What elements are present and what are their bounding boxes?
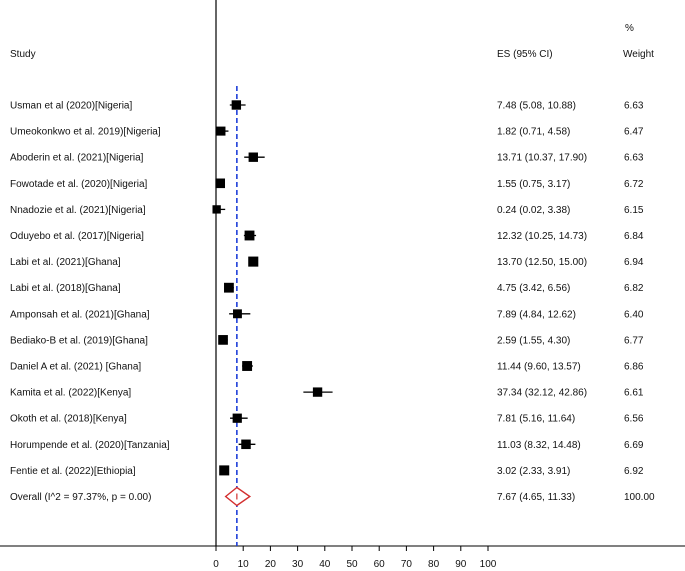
study-row: Nnadozie et al. (2021)[Nigeria] 0.24 (0.0… — [10, 205, 644, 216]
effect-size-marker — [248, 256, 259, 267]
effect-size-text: 3.02 (2.33, 3.91) — [497, 466, 570, 477]
effect-size-marker — [219, 465, 230, 476]
x-tick-label: 50 — [346, 559, 358, 570]
effect-size-marker — [212, 205, 221, 214]
weight-text: 6.69 — [624, 440, 644, 451]
x-tick-label: 40 — [319, 559, 331, 570]
study-row: Fentie et al. (2022)[Ethiopia] 3.02 (2.33… — [10, 465, 644, 477]
effect-size-text: 4.75 (3.42, 6.56) — [497, 283, 570, 294]
effect-size-marker — [233, 309, 242, 319]
study-row: Fowotade et al. (2020)[Nigeria] 1.55 (0.7… — [10, 178, 644, 190]
x-tick-label: 70 — [401, 559, 413, 570]
study-label: Labi et al. (2018)[Ghana] — [10, 283, 121, 294]
weight-text: 6.77 — [624, 335, 644, 346]
effect-size-text: 7.81 (5.16, 11.64) — [497, 414, 575, 425]
study-row: Daniel A et al. (2021) [Ghana] 11.44 (9.6… — [10, 361, 644, 373]
study-label: Umeokonkwo et al. 2019)[Nigeria] — [10, 127, 161, 138]
effect-size-text: 13.70 (12.50, 15.00) — [497, 257, 587, 268]
x-tick-label: 20 — [265, 559, 277, 570]
study-label: Usman et al (2020)[Nigeria] — [10, 101, 132, 112]
effect-size-marker — [218, 335, 228, 345]
effect-size-marker — [216, 126, 226, 136]
weight-text: 6.15 — [624, 205, 644, 216]
study-row: Umeokonkwo et al. 2019)[Nigeria] 1.82 (0.… — [10, 126, 644, 138]
header-weight-percent: % — [625, 23, 634, 34]
study-label: Daniel A et al. (2021) [Ghana] — [10, 362, 141, 373]
effect-size-text: 0.24 (0.02, 3.38) — [497, 205, 570, 216]
study-row: Bediako-B et al. (2019)[Ghana] 2.59 (1.55… — [10, 335, 644, 346]
x-tick-label: 0 — [213, 559, 219, 570]
overall-weight-text: 100.00 — [624, 492, 655, 503]
effect-size-text: 1.55 (0.75, 3.17) — [497, 179, 570, 190]
effect-size-text: 13.71 (10.37, 17.90) — [497, 153, 587, 164]
effect-size-marker — [231, 100, 242, 110]
effect-size-marker — [224, 282, 234, 293]
weight-text: 6.61 — [624, 388, 644, 399]
effect-size-marker — [241, 439, 251, 450]
effect-size-text: 37.34 (32.12, 42.86) — [497, 388, 587, 399]
effect-size-marker — [312, 387, 323, 397]
weight-text: 6.40 — [624, 309, 644, 320]
x-tick-label: 30 — [292, 559, 304, 570]
study-label: Kamita et al. (2022)[Kenya] — [10, 388, 131, 399]
study-label: Horumpende et al. (2020)[Tanzania] — [10, 440, 170, 451]
study-label: Nnadozie et al. (2021)[Nigeria] — [10, 205, 146, 216]
study-row: Horumpende et al. (2020)[Tanzania] 11.03 … — [10, 439, 644, 451]
study-label: Fentie et al. (2022)[Ethiopia] — [10, 466, 136, 477]
effect-size-marker — [244, 230, 255, 241]
header-weight: Weight — [623, 49, 654, 60]
weight-text: 6.94 — [624, 257, 644, 268]
effect-size-marker — [242, 361, 253, 371]
study-row: Labi et al. (2021)[Ghana] 13.70 (12.50, 1… — [10, 256, 644, 268]
weight-text: 6.84 — [624, 231, 644, 242]
study-row: Kamita et al. (2022)[Kenya] 37.34 (32.12,… — [10, 387, 644, 399]
effect-size-text: 7.89 (4.84, 12.62) — [497, 309, 576, 320]
study-label: Okoth et al. (2018)[Kenya] — [10, 414, 127, 425]
overall-effect-text: 7.67 (4.65, 11.33) — [497, 492, 575, 503]
x-axis-ticks: 0 10 20 30 40 50 60 70 80 90 100 — [213, 546, 497, 570]
effect-size-text: 2.59 (1.55, 4.30) — [497, 335, 570, 346]
effect-size-text: 12.32 (10.25, 14.73) — [497, 231, 587, 242]
overall-row: Overall (I^2 = 97.37%, p = 0.00) 7.67 (4.… — [10, 486, 655, 507]
effect-size-marker — [248, 152, 258, 162]
study-label: Bediako-B et al. (2019)[Ghana] — [10, 335, 148, 346]
weight-text: 6.56 — [624, 414, 644, 425]
weight-text: 6.86 — [624, 362, 644, 373]
study-row: Oduyebo et al. (2017)[Nigeria] 12.32 (10.… — [10, 230, 644, 242]
study-row: Amponsah et al. (2021)[Ghana] 7.89 (4.84,… — [10, 309, 644, 320]
study-rows: Usman et al (2020)[Nigeria] 7.48 (5.08, 1… — [10, 100, 644, 477]
study-label: Labi et al. (2021)[Ghana] — [10, 257, 121, 268]
study-row: Usman et al (2020)[Nigeria] 7.48 (5.08, 1… — [10, 100, 644, 112]
effect-size-marker — [215, 178, 226, 189]
study-row: Aboderin et al. (2021)[Nigeria] 13.71 (10… — [10, 152, 644, 164]
effect-size-text: 11.44 (9.60, 13.57) — [497, 362, 581, 373]
x-tick-label: 60 — [374, 559, 386, 570]
header-es: ES (95% CI) — [497, 49, 553, 60]
study-label: Fowotade et al. (2020)[Nigeria] — [10, 179, 148, 190]
effect-size-marker — [232, 413, 242, 423]
x-tick-label: 100 — [480, 559, 497, 570]
study-row: Okoth et al. (2018)[Kenya] 7.81 (5.16, 11… — [10, 413, 644, 425]
study-label: Oduyebo et al. (2017)[Nigeria] — [10, 231, 144, 242]
effect-size-text: 11.03 (8.32, 14.48) — [497, 440, 581, 451]
study-label: Amponsah et al. (2021)[Ghana] — [10, 309, 150, 320]
weight-text: 6.63 — [624, 101, 644, 112]
weight-text: 6.72 — [624, 179, 644, 190]
effect-size-text: 1.82 (0.71, 4.58) — [497, 127, 570, 138]
weight-text: 6.63 — [624, 153, 644, 164]
effect-size-text: 7.48 (5.08, 10.88) — [497, 101, 576, 112]
header-study: Study — [10, 49, 36, 60]
study-label: Aboderin et al. (2021)[Nigeria] — [10, 153, 144, 164]
x-tick-label: 80 — [428, 559, 440, 570]
x-tick-label: 10 — [238, 559, 250, 570]
weight-text: 6.47 — [624, 127, 644, 138]
overall-diamond — [224, 486, 252, 507]
overall-label: Overall (I^2 = 97.37%, p = 0.00) — [10, 492, 151, 503]
weight-text: 6.82 — [624, 283, 644, 294]
weight-text: 6.92 — [624, 466, 644, 477]
x-tick-label: 90 — [455, 559, 467, 570]
study-row: Labi et al. (2018)[Ghana] 4.75 (3.42, 6.5… — [10, 282, 644, 294]
